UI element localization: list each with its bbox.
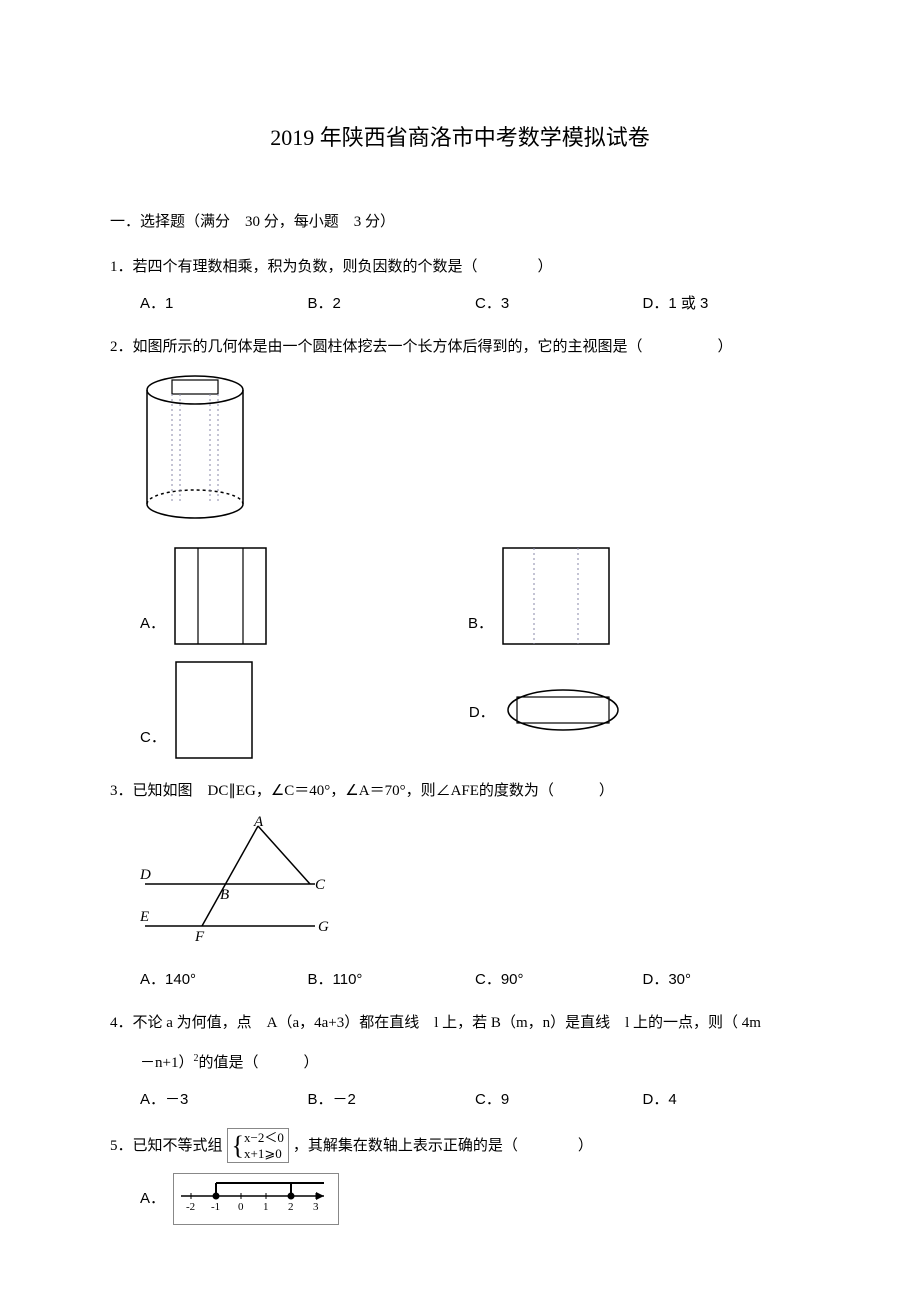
question-1: 1．若四个有理数相乘，积为负数，则负因数的个数是（ ） A．1 B．2 C．3 … <box>110 252 810 316</box>
q2-image-options: A． B． C． <box>140 546 810 760</box>
q5-text: 5．已知不等式组 { x−2＜0 x+1⩾0 ，其解集在数轴上表示正确的是（ ） <box>110 1128 810 1163</box>
q2-opt-d: D． <box>469 685 623 735</box>
svg-text:1: 1 <box>263 1201 269 1213</box>
q2-opt-c: C． <box>140 660 254 760</box>
q3-figure: A B C D E F G <box>140 816 810 954</box>
q2-opt-a: A． <box>140 546 268 646</box>
q3-opt-d: D．30° <box>643 968 811 992</box>
q3-opt-b: B．110° <box>308 968 476 992</box>
svg-text:3: 3 <box>313 1201 319 1213</box>
q1-opt-d: D．1 或 3 <box>643 292 811 316</box>
q1-opt-b: B．2 <box>308 292 476 316</box>
q3-options: A．140° B．110° C．90° D．30° <box>140 968 810 992</box>
q3-label-f: F <box>194 929 205 945</box>
svg-text:-2: -2 <box>186 1201 195 1213</box>
q3-label-b: B <box>220 887 229 903</box>
question-3: 3．已知如图 DC∥EG，∠C＝40°，∠A＝70°，则∠AFE的度数为（ ） … <box>110 776 810 992</box>
q2-text: 2．如图所示的几何体是由一个圆柱体挖去一个长方体后得到的，它的主视图是（ ） <box>110 332 810 362</box>
q4-opt-b: B．－2 <box>308 1088 476 1112</box>
q5-numberline-a: -2 -1 0 1 2 3 <box>173 1173 339 1225</box>
q1-opt-a: A．1 <box>140 292 308 316</box>
q5-opt-a: A． -2 -1 <box>140 1173 810 1225</box>
q3-opt-a: A．140° <box>140 968 308 992</box>
q1-text: 1．若四个有理数相乘，积为负数，则负因数的个数是（ ） <box>110 252 810 282</box>
question-2: 2．如图所示的几何体是由一个圆柱体挖去一个长方体后得到的，它的主视图是（ ） A… <box>110 332 810 760</box>
question-4: 4．不论 a 为何值，点 A（a，4a+3）都在直线 l 上，若 B（m，n）是… <box>110 1008 810 1112</box>
q3-opt-c: C．90° <box>475 968 643 992</box>
q3-text: 3．已知如图 DC∥EG，∠C＝40°，∠A＝70°，则∠AFE的度数为（ ） <box>110 776 810 806</box>
q3-label-e: E <box>140 909 149 925</box>
q4-options: A．－3 B．－2 C．9 D．4 <box>140 1088 810 1112</box>
q5-brace-system: { x−2＜0 x+1⩾0 <box>227 1128 289 1163</box>
question-5: 5．已知不等式组 { x−2＜0 x+1⩾0 ，其解集在数轴上表示正确的是（ ）… <box>110 1128 810 1225</box>
q4-text-line2: －n+1）2的值是（ ） <box>140 1048 810 1078</box>
q2-opt-b: B． <box>468 546 611 646</box>
svg-text:2: 2 <box>288 1201 294 1213</box>
q2-cylinder-figure <box>140 372 810 530</box>
q1-options: A．1 B．2 C．3 D．1 或 3 <box>140 292 810 316</box>
q3-label-d: D <box>140 867 151 883</box>
q3-label-a: A <box>253 816 264 830</box>
section-header: 一．选择题（满分 30 分，每小题 3 分） <box>110 210 810 234</box>
q4-opt-c: C．9 <box>475 1088 643 1112</box>
svg-text:0: 0 <box>238 1201 244 1213</box>
page-title: 2019 年陕西省商洛市中考数学模拟试卷 <box>110 120 810 155</box>
q3-label-g: G <box>318 919 329 935</box>
q4-opt-a: A．－3 <box>140 1088 308 1112</box>
q4-opt-d: D．4 <box>643 1088 811 1112</box>
svg-text:-1: -1 <box>211 1201 220 1213</box>
q1-opt-c: C．3 <box>475 292 643 316</box>
q4-text: 4．不论 a 为何值，点 A（a，4a+3）都在直线 l 上，若 B（m，n）是… <box>110 1008 810 1038</box>
q3-label-c: C <box>315 877 326 893</box>
